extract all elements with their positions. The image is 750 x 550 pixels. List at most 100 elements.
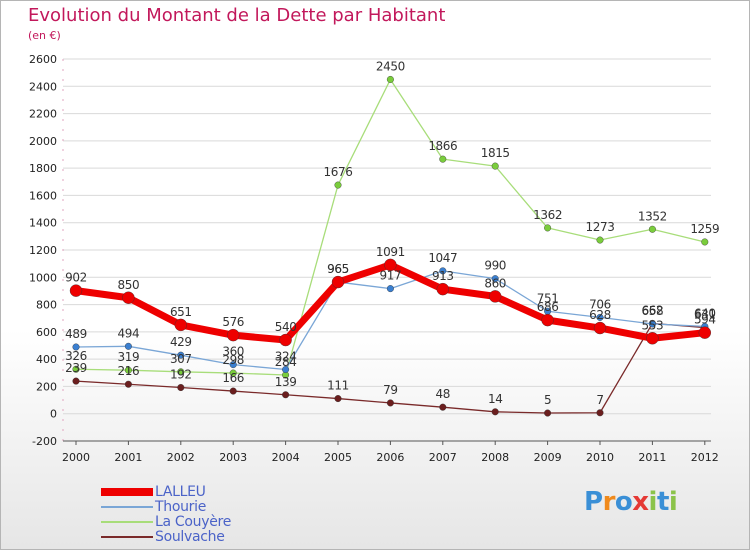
x-tick-label: 2007 — [429, 451, 457, 464]
data-label: 965 — [327, 262, 349, 276]
x-tick-label: 2011 — [638, 451, 666, 464]
x-tick-label: 2000 — [62, 451, 90, 464]
data-label: 324 — [275, 350, 297, 364]
data-label: 7 — [596, 393, 603, 407]
legend-label: Soulvache — [155, 528, 225, 545]
data-point — [386, 75, 394, 83]
data-point — [648, 320, 656, 328]
logo-letter: t — [656, 487, 669, 517]
legend-item: La Couyère — [101, 513, 232, 530]
data-point — [334, 395, 342, 403]
data-label: 631 — [694, 308, 716, 322]
legend-label: La Couyère — [155, 513, 232, 530]
legend-swatch — [101, 505, 153, 508]
data-label: 965 — [327, 262, 349, 276]
x-tick-label: 2012 — [691, 451, 719, 464]
data-label: 990 — [484, 259, 506, 273]
logo-letter: i — [668, 487, 678, 517]
y-tick-label: 400 — [36, 353, 57, 366]
data-label: 706 — [589, 297, 611, 311]
data-label: 860 — [484, 276, 506, 290]
data-point — [124, 342, 132, 350]
data-label: 913 — [432, 269, 454, 283]
data-label: 319 — [118, 350, 140, 364]
data-label: 48 — [436, 387, 450, 401]
data-label: 594 — [694, 313, 716, 327]
data-label: 1676 — [324, 165, 353, 179]
x-tick-label: 2004 — [272, 451, 300, 464]
data-point — [122, 291, 135, 304]
data-point — [439, 403, 447, 411]
data-label: 553 — [642, 318, 664, 332]
data-point — [541, 313, 554, 327]
legend-label: Thourie — [155, 498, 207, 515]
legend-swatch — [101, 520, 153, 523]
data-point — [124, 366, 132, 374]
legend-swatch — [101, 535, 153, 538]
legend-item: LALLEU — [101, 484, 231, 500]
data-point — [69, 284, 83, 297]
data-label: 5 — [544, 393, 551, 407]
chart-unit-label: (en €) — [28, 29, 61, 42]
data-point — [648, 225, 656, 233]
data-point — [491, 408, 499, 416]
data-point — [386, 399, 394, 407]
data-point — [544, 409, 552, 417]
y-tick-label: 1000 — [29, 271, 57, 284]
data-point — [226, 328, 240, 342]
data-label: 917 — [380, 269, 402, 283]
data-label: 850 — [118, 278, 140, 292]
data-label: 298 — [222, 353, 244, 367]
data-point — [439, 267, 447, 275]
data-label: 1047 — [428, 251, 457, 265]
y-tick-label: 1400 — [29, 217, 57, 230]
data-point — [229, 361, 237, 369]
proxiti-logo: Proxiti — [584, 487, 678, 517]
data-point — [491, 162, 499, 170]
data-label: 2450 — [376, 59, 405, 73]
data-point — [279, 333, 292, 347]
legend-item: Thourie — [101, 498, 231, 515]
x-tick-label: 2001 — [114, 451, 142, 464]
data-label: 1273 — [586, 220, 615, 234]
data-label: 658 — [642, 304, 664, 318]
data-label: 307 — [170, 352, 192, 366]
data-label: 216 — [118, 364, 140, 378]
y-tick-label: 1200 — [29, 244, 57, 257]
data-label: 751 — [537, 291, 559, 305]
data-point — [72, 377, 80, 385]
data-label: 14 — [488, 392, 502, 406]
data-point — [439, 155, 447, 163]
y-tick-label: 2600 — [29, 53, 57, 66]
data-point — [701, 238, 709, 246]
y-tick-label: 2000 — [29, 135, 57, 148]
data-point — [698, 326, 711, 339]
data-label: 360 — [222, 345, 244, 359]
x-tick-label: 2008 — [481, 451, 509, 464]
y-tick-label: 200 — [36, 380, 57, 393]
chart-legend: LALLEU Thourie La Couyère Soulvache — [101, 484, 232, 545]
data-point — [331, 275, 345, 289]
y-tick-label: 2200 — [29, 108, 57, 121]
data-point — [124, 380, 132, 388]
y-tick-label: 2400 — [29, 80, 57, 93]
data-point — [436, 282, 449, 296]
data-point — [174, 318, 188, 332]
x-tick-label: 2003 — [219, 451, 247, 464]
data-point — [593, 321, 607, 335]
data-label: 640 — [694, 306, 716, 320]
data-label: 111 — [327, 379, 349, 393]
x-tick-label: 2002 — [167, 451, 195, 464]
data-label: 651 — [170, 305, 192, 319]
data-label: 1866 — [428, 139, 457, 153]
data-point — [177, 368, 185, 376]
data-label: 540 — [275, 320, 297, 334]
data-point — [489, 290, 502, 303]
data-point — [334, 181, 342, 189]
data-point — [177, 351, 185, 359]
y-tick-label: -200 — [32, 435, 57, 448]
x-tick-label: 2005 — [324, 451, 352, 464]
chart-title: Evolution du Montant de la Dette par Hab… — [28, 5, 446, 26]
